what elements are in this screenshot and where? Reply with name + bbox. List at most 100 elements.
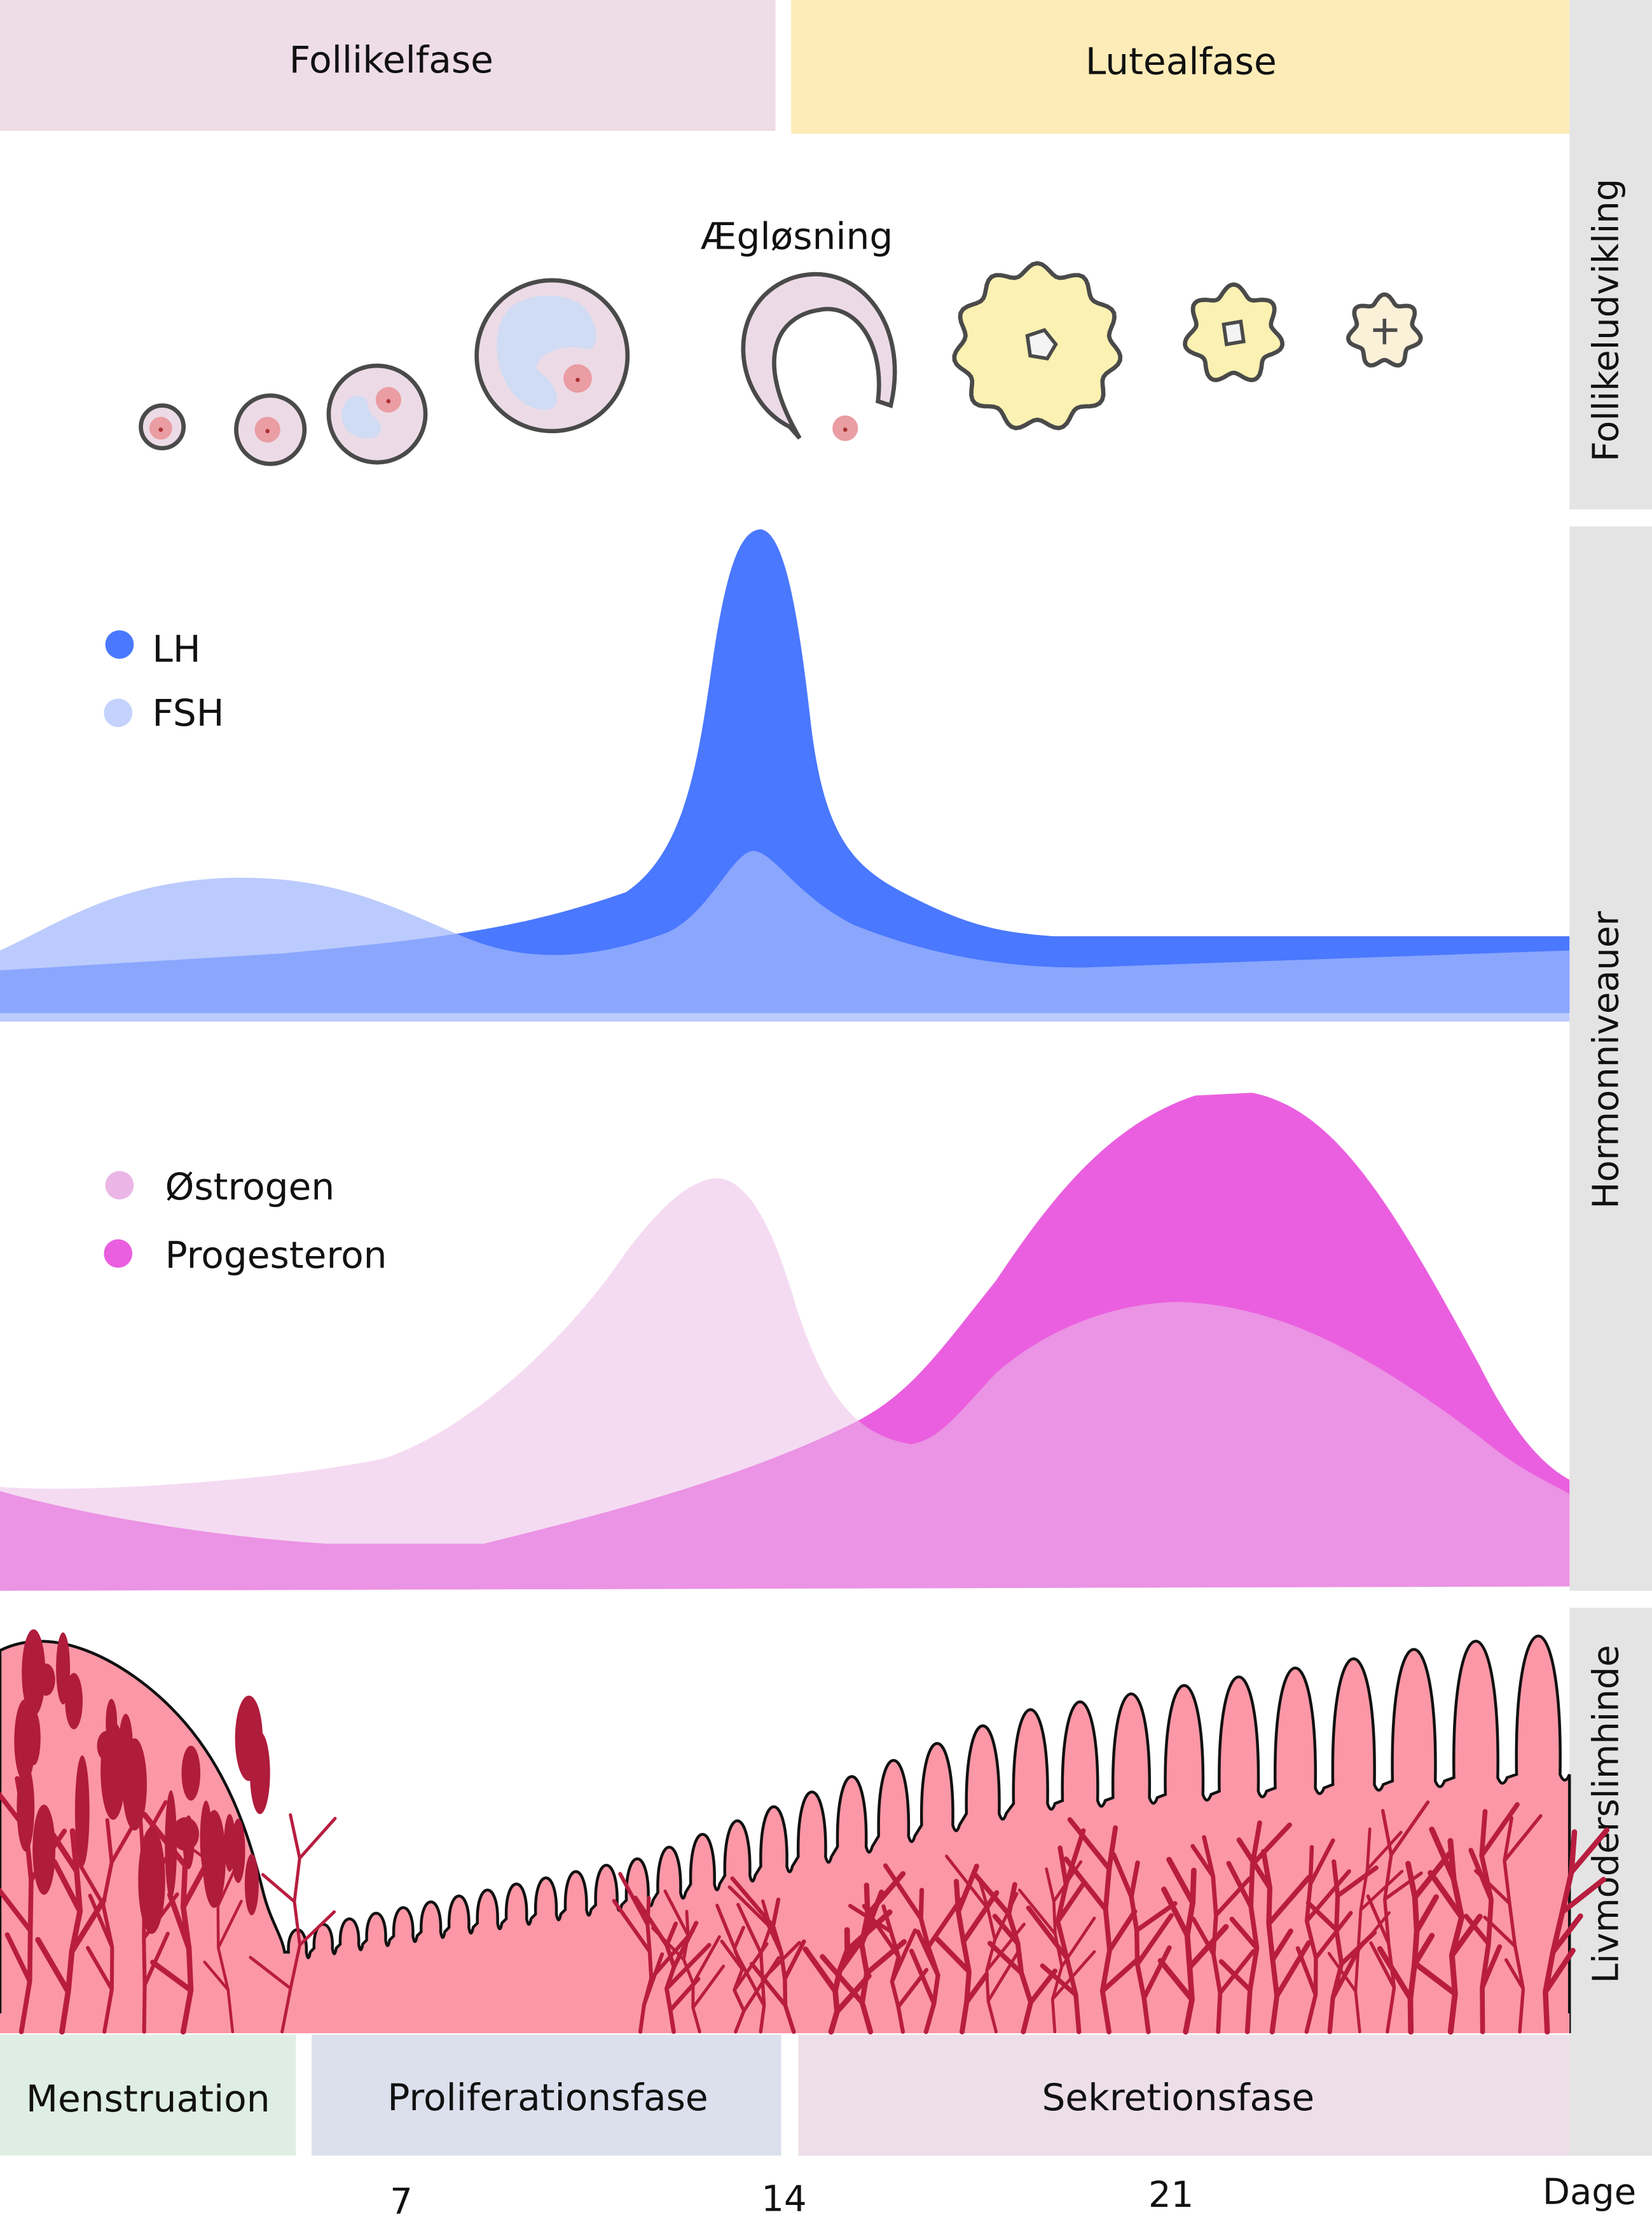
blood-vessel <box>945 1855 1026 2034</box>
corpus-albicans-center <box>1373 319 1398 345</box>
luteal-phase-band <box>791 0 1570 134</box>
legend-estrogen: Østrogen <box>105 1165 335 1208</box>
follicle-development-label: Follikeludvikling <box>1585 179 1627 462</box>
blood-blob <box>138 1827 165 1934</box>
blood-vessel <box>1412 1827 1483 2035</box>
secretory-phase-label: Sekretionsfase <box>1042 2076 1314 2119</box>
proliferative-phase-label: Proliferationsfase <box>387 2076 708 2119</box>
blood-blob <box>181 1745 201 1801</box>
menstruation-label: Menstruation <box>26 2077 270 2120</box>
blood-vessel <box>1366 1800 1430 2034</box>
bottom-phase-bands: Menstruation Proliferationsfase Sekretio… <box>0 2034 1652 2156</box>
bottom-side-bar <box>1569 2034 1652 2156</box>
menstrual-blood <box>14 1629 270 1934</box>
blood-vessel <box>1111 1852 1178 2034</box>
luteal-phase-label: Lutealfase <box>1085 39 1277 83</box>
estrogen-legend-dot <box>105 1171 134 1199</box>
blood-vessel <box>1190 1835 1256 2034</box>
blood-vessel <box>249 1813 337 2034</box>
blood-vessel <box>1218 1820 1292 2034</box>
blood-blob <box>172 1817 200 1851</box>
legend-progesterone: Progesteron <box>104 1233 387 1276</box>
secretory-phase-band <box>798 2034 1570 2156</box>
blood-vessel <box>848 1903 929 2034</box>
blood-blob <box>118 1713 133 1778</box>
side-bars: Follikeludvikling Hormonniveauer Livmode… <box>1569 0 1652 2156</box>
blood-blob <box>224 1814 236 1872</box>
blood-vessel <box>1474 1814 1543 2034</box>
lh-legend-label: LH <box>152 627 200 670</box>
blood-blob <box>65 1673 83 1730</box>
blood-vessel <box>1295 1838 1353 2034</box>
lh-area <box>0 529 1570 1013</box>
primordial-follicle <box>139 403 186 451</box>
hormone-levels-label: Hormonniveauer <box>1585 911 1627 1209</box>
blood-vessel <box>883 1863 963 2034</box>
blood-vessel <box>35 1828 107 2035</box>
follicular-phase-label: Follikelfase <box>289 38 493 81</box>
blood-blob <box>14 1699 36 1782</box>
day-axis: 7 14 21 Dage <box>390 2171 1636 2223</box>
blood-vessel <box>1377 1851 1452 2035</box>
endometrium-bottom-fill <box>0 2013 1570 2034</box>
ovulation-label: Ægløsning <box>701 215 893 258</box>
endometrium-label: Livmoderslimhinde <box>1585 1645 1627 1983</box>
gonadotropin-chart: LH FSH <box>0 529 1570 1022</box>
endometrium-illustration <box>0 1629 1610 2035</box>
endometrium-tissue <box>0 1634 1571 2034</box>
blood-blob <box>56 1632 71 1704</box>
blood-vessel <box>75 1818 135 2034</box>
proliferative-phase-band <box>312 2034 781 2156</box>
blood-blob <box>106 1699 118 1746</box>
blood-blob <box>32 1804 56 1895</box>
follicle-development: Ægløsning <box>139 215 1423 466</box>
days-unit-label: Dage <box>1543 2171 1636 2213</box>
blood-blob <box>165 1790 177 1899</box>
estrogen-legend-label: Østrogen <box>165 1165 335 1208</box>
top-phase-bands: Follikelfase Lutealfase <box>0 0 1570 134</box>
lh-legend-dot <box>105 630 134 659</box>
fsh-area <box>0 850 1570 1022</box>
fsh-legend-dot <box>104 698 133 728</box>
blood-blob <box>17 1763 35 1852</box>
blood-vessel <box>1026 1828 1086 2034</box>
day-14-label: 14 <box>761 2179 806 2220</box>
blood-vessel <box>171 1820 243 2034</box>
blood-vessel <box>730 1876 806 2034</box>
blood-vessel <box>0 1776 67 2034</box>
ruptured-follicle <box>741 272 897 441</box>
primary-follicle <box>234 393 307 466</box>
corpus-luteum-center <box>1025 328 1058 361</box>
blood-vessel <box>1236 1837 1312 2034</box>
progesterone-legend-dot <box>104 1239 133 1268</box>
blood-blob <box>22 1629 46 1716</box>
blood-blob <box>202 1809 226 1908</box>
legend-lh: LH <box>105 627 201 670</box>
blood-vessel <box>650 1889 726 2034</box>
secondary-follicle <box>326 363 428 465</box>
fsh-legend-label: FSH <box>152 691 224 735</box>
blood-vessel <box>1543 1827 1610 2035</box>
steroid-chart: Østrogen Progesteron <box>0 1093 1570 1591</box>
blood-vessels <box>0 1776 1610 2035</box>
blood-vessel <box>141 1811 207 2035</box>
legend-fsh: FSH <box>104 691 224 735</box>
day-7-label: 7 <box>390 2181 413 2223</box>
follicular-phase-band <box>0 0 776 131</box>
hormone-levels-bar <box>1569 526 1652 1591</box>
blood-blob <box>244 1853 259 1916</box>
blood-blob <box>74 1755 90 1867</box>
blood-vessel <box>1063 1817 1141 2034</box>
day-21-label: 21 <box>1148 2174 1194 2216</box>
blood-vessel <box>820 1871 907 2034</box>
menstruation-band <box>0 2034 296 2156</box>
blood-vessel <box>1327 1827 1404 2034</box>
progesterone-legend-label: Progesteron <box>165 1233 387 1276</box>
estrogen-area <box>0 1178 1570 1591</box>
blood-vessel <box>973 1872 1057 2034</box>
follicle-development-bar <box>1569 0 1652 509</box>
blood-vessel <box>934 1863 1000 2034</box>
tertiary-follicle <box>474 278 630 434</box>
corpus-luteum-center-small <box>1222 319 1246 347</box>
